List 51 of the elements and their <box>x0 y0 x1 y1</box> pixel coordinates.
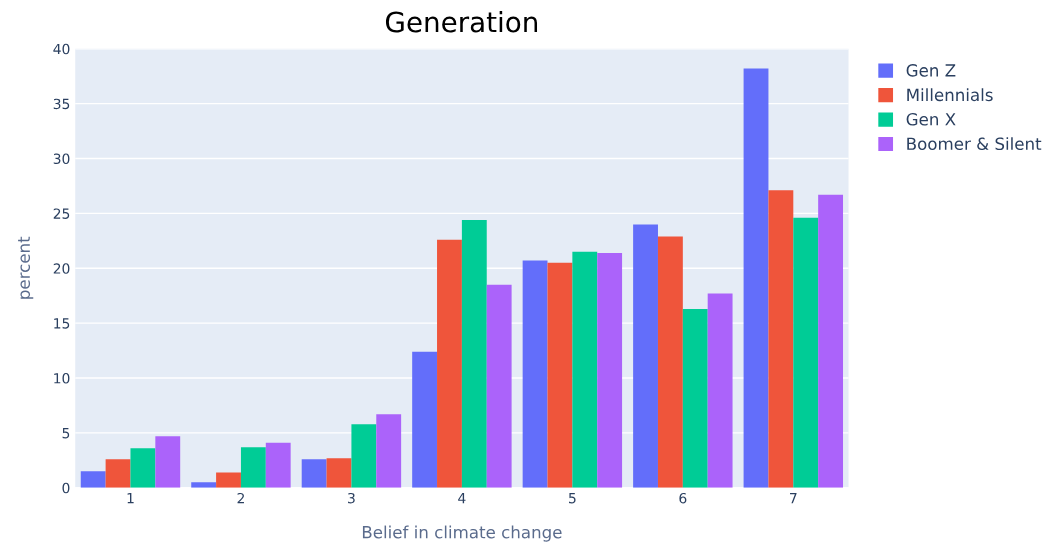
y-tick-label: 5 <box>62 428 70 439</box>
bar <box>793 217 819 488</box>
bar <box>301 459 327 488</box>
bar <box>265 442 291 488</box>
x-tick-label: 6 <box>679 492 687 504</box>
bar <box>547 262 573 488</box>
bar <box>240 447 266 488</box>
bar <box>522 260 548 488</box>
y-tick-label: 25 <box>53 208 70 219</box>
bar <box>572 251 598 488</box>
y-tick-label: 30 <box>53 153 70 165</box>
bar <box>80 471 106 488</box>
y-tick-label: 10 <box>54 373 70 384</box>
y-tick-label: 0 <box>62 482 70 494</box>
bar <box>412 351 438 488</box>
legend-label: Millennials <box>907 88 993 102</box>
legend-label: Boomer & Silent <box>907 137 1042 151</box>
legend-label: Gen Z <box>906 64 956 77</box>
bar <box>130 448 156 488</box>
bar <box>657 236 683 488</box>
y-tick-label: 35 <box>53 98 70 110</box>
bar <box>351 424 377 488</box>
x-tick-label: 1 <box>127 493 134 504</box>
bar <box>376 414 402 488</box>
bar <box>191 482 217 488</box>
bar <box>768 190 794 488</box>
x-tick-label: 2 <box>237 492 244 504</box>
x-tick-label: 4 <box>458 493 466 504</box>
bar <box>707 293 733 488</box>
x-tick-label: 3 <box>348 492 355 504</box>
bar <box>461 220 487 488</box>
y-axis-title: percent <box>18 236 34 299</box>
bar <box>682 308 708 488</box>
x-tick-label: 7 <box>790 493 797 504</box>
bar <box>326 458 352 488</box>
bar <box>633 224 658 488</box>
x-tick-label: 5 <box>569 493 576 504</box>
bar <box>105 459 131 488</box>
legend-label: Gen X <box>906 113 956 126</box>
y-tick-label: 15 <box>54 318 70 329</box>
bar <box>216 472 241 488</box>
x-axis-title: Belief in climate change <box>362 525 562 542</box>
bar <box>437 239 462 488</box>
y-tick-label: 20 <box>53 263 70 274</box>
chart-title: Generation <box>385 11 538 33</box>
y-tick-label: 40 <box>53 43 70 55</box>
bar <box>486 284 512 488</box>
bar <box>743 68 769 488</box>
bar <box>818 194 844 488</box>
bar <box>155 436 181 488</box>
bar <box>597 252 623 488</box>
